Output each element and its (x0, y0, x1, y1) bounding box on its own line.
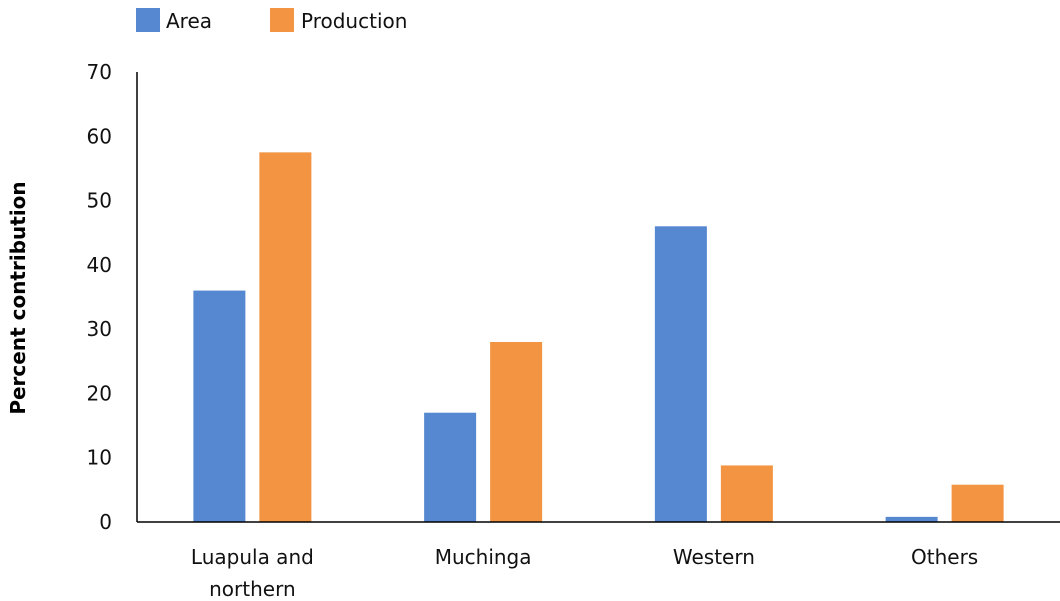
bar-area-2 (424, 413, 476, 522)
y-tick-label: 20 (87, 381, 112, 405)
bar-area-3 (655, 226, 707, 522)
bar-production-4 (952, 485, 1004, 522)
bar-production-3 (721, 465, 773, 522)
y-tick-label: 10 (87, 446, 112, 470)
legend: Area Production (136, 8, 407, 33)
bar-production-1 (259, 152, 311, 522)
bar-area-4 (886, 517, 938, 522)
x-axis-labels: Luapula and northern Muchinga Western Others (191, 545, 978, 601)
y-tick-label: 30 (87, 317, 112, 341)
bar-production-2 (490, 342, 542, 522)
y-tick-label: 40 (87, 253, 112, 277)
y-tick-label: 70 (87, 60, 112, 84)
x-category-label: Western (673, 545, 755, 569)
y-tick-label: 50 (87, 189, 112, 213)
y-axis-title: Percent contribution (6, 181, 30, 414)
y-tick-label: 0 (99, 510, 112, 534)
x-category-label: Muchinga (435, 545, 532, 569)
x-category-label: Others (911, 545, 978, 569)
bars (193, 152, 1003, 522)
legend-swatch-area (136, 8, 160, 32)
x-category-label: Luapula and northern (191, 545, 314, 601)
legend-swatch-production (270, 8, 294, 32)
y-axis-ticks: 0 10 20 30 40 50 60 70 (87, 60, 112, 534)
y-tick-label: 60 (87, 124, 112, 148)
legend-label-area: Area (166, 9, 212, 33)
legend-label-production: Production (301, 9, 407, 33)
bar-area-1 (193, 291, 245, 522)
